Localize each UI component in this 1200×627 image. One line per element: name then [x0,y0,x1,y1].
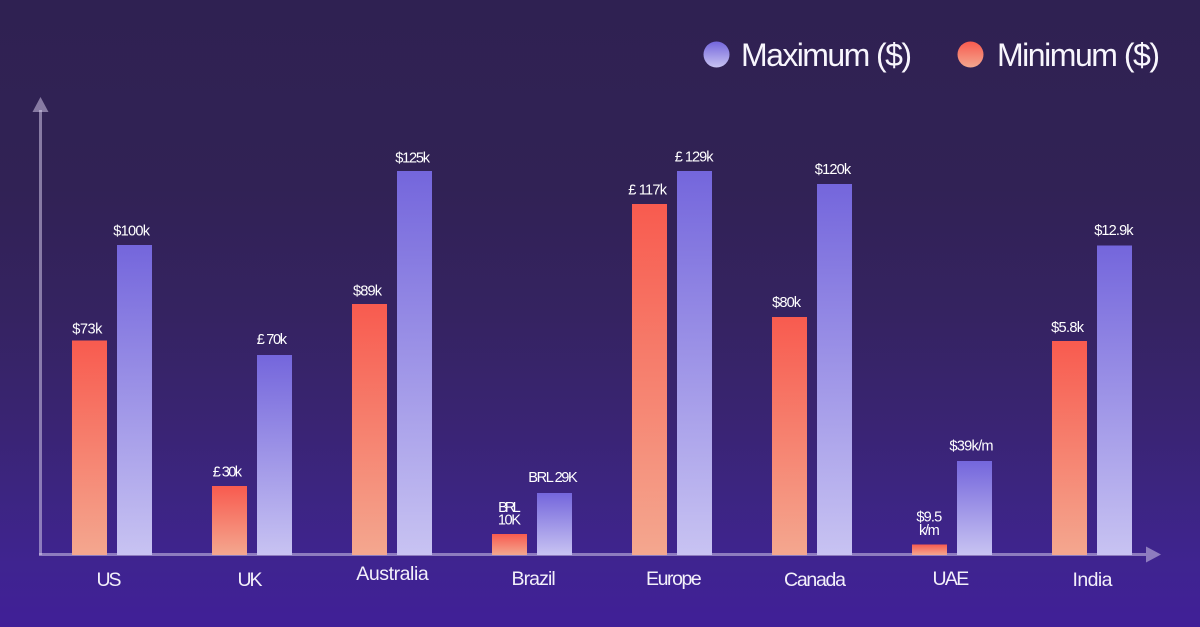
svg-text:£ 129k: £ 129k [675,149,715,165]
svg-text:$73k: $73k [72,322,103,338]
svg-text:UK: UK [238,569,263,591]
svg-text:Minimum ($): Minimum ($) [997,37,1160,73]
svg-text:Australia: Australia [356,563,429,585]
svg-text:Europe: Europe [646,568,702,590]
svg-text:Brazil: Brazil [511,568,555,590]
svg-text:$120k: $120k [815,162,852,178]
svg-text:US: US [97,569,122,591]
svg-text:$80k: $80k [772,295,802,311]
svg-text:India: India [1073,569,1113,591]
svg-text:BRL: BRL [498,500,521,516]
svg-text:Maximum ($): Maximum ($) [741,37,912,73]
svg-text:£ 70k: £ 70k [257,332,288,348]
svg-text:BRL 29K: BRL 29K [528,470,578,486]
svg-text:£ 30k: £ 30k [213,465,243,481]
svg-text:k/m: k/m [919,523,940,539]
svg-text:$125k: $125k [395,151,431,167]
svg-text:$5.8k: $5.8k [1051,320,1085,336]
svg-text:$39k/m: $39k/m [949,439,993,455]
svg-text:£ 117k: £ 117k [628,183,668,199]
svg-text:Canada: Canada [784,569,846,591]
svg-text:UAE: UAE [933,568,970,590]
svg-text:10K: 10K [498,513,521,529]
svg-text:$9.5: $9.5 [916,510,942,526]
svg-text:$89k: $89k [353,284,383,300]
svg-text:$100k: $100k [113,224,151,240]
svg-text:$12.9k: $12.9k [1094,223,1134,239]
